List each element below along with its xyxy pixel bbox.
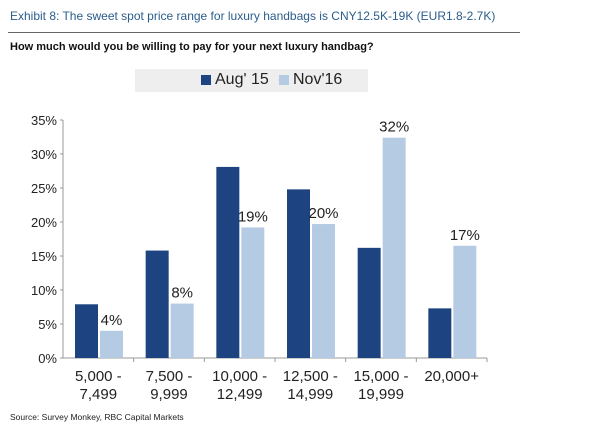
- y-tick-label: 10%: [31, 283, 57, 298]
- data-label: 32%: [379, 119, 409, 136]
- y-tick-label: 20%: [31, 215, 57, 230]
- y-tick-label: 30%: [31, 147, 57, 162]
- y-tick-label: 0%: [38, 351, 57, 366]
- x-tick-label: 12,500 -: [283, 368, 338, 385]
- legend-item-aug15: Aug' 15: [201, 71, 269, 89]
- legend-label: Aug' 15: [215, 71, 269, 88]
- data-label: 19%: [238, 208, 268, 225]
- y-tick-label: 25%: [31, 181, 57, 196]
- source-note: Source: Survey Monkey, RBC Capital Marke…: [10, 412, 184, 422]
- x-tick-label: 5,000 -: [75, 368, 122, 385]
- bar-aug15: [75, 304, 98, 358]
- y-tick-label: 15%: [31, 249, 57, 264]
- x-tick-label: 10,000 -: [212, 368, 267, 385]
- legend-label: Nov'16: [293, 71, 343, 88]
- data-label: 8%: [171, 285, 193, 302]
- x-tick-label: 15,000 -: [353, 368, 408, 385]
- bar-nov16: [170, 303, 194, 358]
- data-label: 17%: [450, 227, 480, 244]
- x-tick-label: 20,000+: [424, 368, 479, 385]
- bar-aug15: [216, 166, 240, 358]
- exhibit-title: Exhibit 8: The sweet spot price range fo…: [10, 9, 496, 23]
- bar-nov16: [453, 245, 477, 358]
- bar-nov16: [312, 224, 335, 358]
- bar-nov16: [241, 227, 265, 358]
- legend: Aug' 15 Nov'16: [135, 69, 368, 92]
- y-tick-label: 5%: [38, 317, 57, 332]
- bar-nov16: [382, 137, 406, 358]
- bar-nov16: [100, 330, 123, 358]
- legend-swatch-nov16: [279, 75, 289, 85]
- bar-aug15: [145, 250, 169, 358]
- title-divider: [8, 32, 520, 33]
- bar-aug15: [287, 189, 310, 358]
- bar-aug15: [357, 247, 381, 358]
- x-tick-label: 14,999: [287, 386, 333, 403]
- x-tick-label: 19,999: [358, 386, 404, 403]
- y-tick-label: 35%: [31, 113, 57, 128]
- chart-subtitle: How much would you be willing to pay for…: [10, 41, 374, 53]
- data-label: 20%: [308, 205, 338, 222]
- x-tick-label: 7,499: [80, 386, 118, 403]
- bar-aug15: [428, 308, 452, 358]
- legend-swatch-aug15: [201, 75, 211, 85]
- x-tick-label: 12,499: [217, 386, 263, 403]
- data-label: 4%: [101, 312, 123, 329]
- legend-item-nov16: Nov'16: [279, 71, 342, 89]
- x-tick-label: 9,999: [150, 386, 188, 403]
- x-tick-label: 7,500 -: [146, 368, 193, 385]
